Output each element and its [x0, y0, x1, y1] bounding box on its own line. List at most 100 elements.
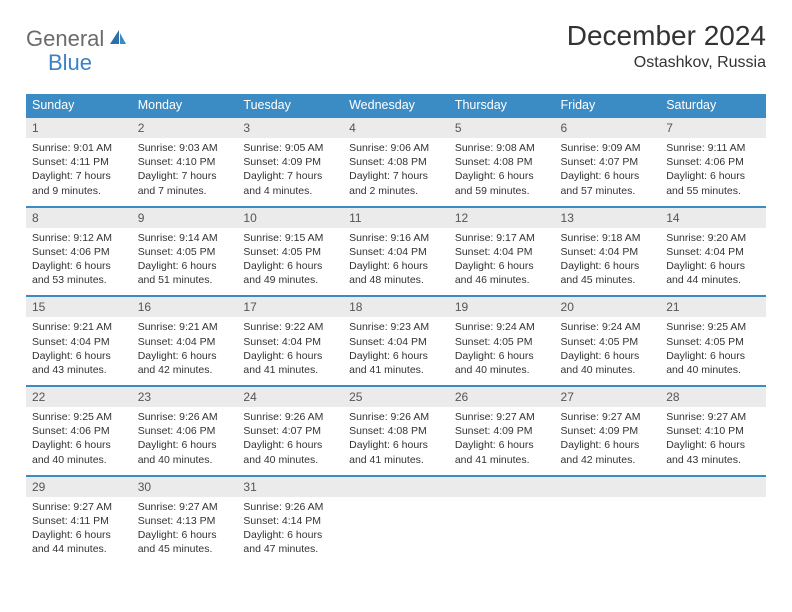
day-number: 30 [132, 475, 238, 497]
logo: General [26, 26, 130, 52]
sunset-text: Sunset: 4:04 PM [666, 245, 760, 259]
day-number: 13 [555, 206, 661, 228]
sunset-text: Sunset: 4:05 PM [455, 335, 549, 349]
sunset-text: Sunset: 4:14 PM [243, 514, 337, 528]
calendar-week-row: 22Sunrise: 9:25 AMSunset: 4:06 PMDayligh… [26, 385, 766, 475]
day-info: Sunrise: 9:09 AMSunset: 4:07 PMDaylight:… [555, 138, 661, 206]
day-number: 12 [449, 206, 555, 228]
sunrise-text: Sunrise: 9:17 AM [455, 231, 549, 245]
daylight-text: Daylight: 6 hours and 51 minutes. [138, 259, 232, 287]
logo-text-general: General [26, 26, 104, 52]
daylight-text: Daylight: 6 hours and 59 minutes. [455, 169, 549, 197]
day-cell: 31Sunrise: 9:26 AMSunset: 4:14 PMDayligh… [237, 475, 343, 565]
sunset-text: Sunset: 4:08 PM [455, 155, 549, 169]
sunset-text: Sunset: 4:07 PM [243, 424, 337, 438]
calendar-body: 1Sunrise: 9:01 AMSunset: 4:11 PMDaylight… [26, 116, 766, 564]
daylight-text: Daylight: 6 hours and 42 minutes. [561, 438, 655, 466]
day-number: 26 [449, 385, 555, 407]
daylight-text: Daylight: 6 hours and 41 minutes. [349, 349, 443, 377]
daylight-text: Daylight: 6 hours and 42 minutes. [138, 349, 232, 377]
sunset-text: Sunset: 4:11 PM [32, 514, 126, 528]
day-number: 22 [26, 385, 132, 407]
day-number: 19 [449, 295, 555, 317]
day-cell: 19Sunrise: 9:24 AMSunset: 4:05 PMDayligh… [449, 295, 555, 385]
sunrise-text: Sunrise: 9:26 AM [138, 410, 232, 424]
day-info: Sunrise: 9:17 AMSunset: 4:04 PMDaylight:… [449, 228, 555, 296]
day-info: Sunrise: 9:01 AMSunset: 4:11 PMDaylight:… [26, 138, 132, 206]
sunset-text: Sunset: 4:04 PM [138, 335, 232, 349]
daylight-text: Daylight: 6 hours and 41 minutes. [243, 349, 337, 377]
day-number: 27 [555, 385, 661, 407]
day-number: 9 [132, 206, 238, 228]
sunrise-text: Sunrise: 9:25 AM [666, 320, 760, 334]
day-info: Sunrise: 9:20 AMSunset: 4:04 PMDaylight:… [660, 228, 766, 296]
day-number: 7 [660, 116, 766, 138]
weekday-header-row: Sunday Monday Tuesday Wednesday Thursday… [26, 94, 766, 116]
day-number: 16 [132, 295, 238, 317]
day-cell: 6Sunrise: 9:09 AMSunset: 4:07 PMDaylight… [555, 116, 661, 206]
sunrise-text: Sunrise: 9:24 AM [455, 320, 549, 334]
day-cell: 4Sunrise: 9:06 AMSunset: 4:08 PMDaylight… [343, 116, 449, 206]
sunset-text: Sunset: 4:05 PM [138, 245, 232, 259]
sunrise-text: Sunrise: 9:14 AM [138, 231, 232, 245]
calendar-week-row: 8Sunrise: 9:12 AMSunset: 4:06 PMDaylight… [26, 206, 766, 296]
sunset-text: Sunset: 4:05 PM [666, 335, 760, 349]
day-info: Sunrise: 9:27 AMSunset: 4:13 PMDaylight:… [132, 497, 238, 565]
day-cell: 13Sunrise: 9:18 AMSunset: 4:04 PMDayligh… [555, 206, 661, 296]
day-cell: 17Sunrise: 9:22 AMSunset: 4:04 PMDayligh… [237, 295, 343, 385]
empty-day-body [343, 497, 449, 558]
empty-day-body [660, 497, 766, 558]
day-number: 2 [132, 116, 238, 138]
weekday-header: Monday [132, 94, 238, 116]
day-number: 8 [26, 206, 132, 228]
sunrise-text: Sunrise: 9:25 AM [32, 410, 126, 424]
sunset-text: Sunset: 4:09 PM [243, 155, 337, 169]
day-number: 20 [555, 295, 661, 317]
day-cell: 25Sunrise: 9:26 AMSunset: 4:08 PMDayligh… [343, 385, 449, 475]
day-cell: 10Sunrise: 9:15 AMSunset: 4:05 PMDayligh… [237, 206, 343, 296]
daylight-text: Daylight: 6 hours and 40 minutes. [32, 438, 126, 466]
day-number: 28 [660, 385, 766, 407]
daylight-text: Daylight: 6 hours and 55 minutes. [666, 169, 760, 197]
daylight-text: Daylight: 6 hours and 48 minutes. [349, 259, 443, 287]
day-info: Sunrise: 9:24 AMSunset: 4:05 PMDaylight:… [555, 317, 661, 385]
day-number: 3 [237, 116, 343, 138]
day-cell [660, 475, 766, 565]
sunset-text: Sunset: 4:05 PM [561, 335, 655, 349]
day-cell: 20Sunrise: 9:24 AMSunset: 4:05 PMDayligh… [555, 295, 661, 385]
day-number: 15 [26, 295, 132, 317]
daylight-text: Daylight: 6 hours and 43 minutes. [32, 349, 126, 377]
day-info: Sunrise: 9:27 AMSunset: 4:10 PMDaylight:… [660, 407, 766, 475]
daylight-text: Daylight: 6 hours and 45 minutes. [561, 259, 655, 287]
sunset-text: Sunset: 4:06 PM [32, 424, 126, 438]
sunrise-text: Sunrise: 9:27 AM [138, 500, 232, 514]
day-number: 18 [343, 295, 449, 317]
sunset-text: Sunset: 4:07 PM [561, 155, 655, 169]
weekday-header: Saturday [660, 94, 766, 116]
weekday-header: Sunday [26, 94, 132, 116]
daylight-text: Daylight: 6 hours and 45 minutes. [138, 528, 232, 556]
sunrise-text: Sunrise: 9:01 AM [32, 141, 126, 155]
daylight-text: Daylight: 7 hours and 4 minutes. [243, 169, 337, 197]
daylight-text: Daylight: 7 hours and 2 minutes. [349, 169, 443, 197]
daylight-text: Daylight: 6 hours and 40 minutes. [666, 349, 760, 377]
day-info: Sunrise: 9:27 AMSunset: 4:11 PMDaylight:… [26, 497, 132, 565]
day-info: Sunrise: 9:15 AMSunset: 4:05 PMDaylight:… [237, 228, 343, 296]
day-info: Sunrise: 9:26 AMSunset: 4:14 PMDaylight:… [237, 497, 343, 565]
daylight-text: Daylight: 6 hours and 43 minutes. [666, 438, 760, 466]
sunrise-text: Sunrise: 9:27 AM [666, 410, 760, 424]
sunset-text: Sunset: 4:04 PM [243, 335, 337, 349]
day-info: Sunrise: 9:21 AMSunset: 4:04 PMDaylight:… [26, 317, 132, 385]
sunrise-text: Sunrise: 9:16 AM [349, 231, 443, 245]
sunrise-text: Sunrise: 9:23 AM [349, 320, 443, 334]
daylight-text: Daylight: 7 hours and 7 minutes. [138, 169, 232, 197]
day-cell: 7Sunrise: 9:11 AMSunset: 4:06 PMDaylight… [660, 116, 766, 206]
day-info: Sunrise: 9:27 AMSunset: 4:09 PMDaylight:… [449, 407, 555, 475]
daylight-text: Daylight: 6 hours and 46 minutes. [455, 259, 549, 287]
sunrise-text: Sunrise: 9:24 AM [561, 320, 655, 334]
day-number: 21 [660, 295, 766, 317]
weekday-header: Thursday [449, 94, 555, 116]
sunset-text: Sunset: 4:10 PM [666, 424, 760, 438]
daylight-text: Daylight: 6 hours and 47 minutes. [243, 528, 337, 556]
day-cell: 8Sunrise: 9:12 AMSunset: 4:06 PMDaylight… [26, 206, 132, 296]
